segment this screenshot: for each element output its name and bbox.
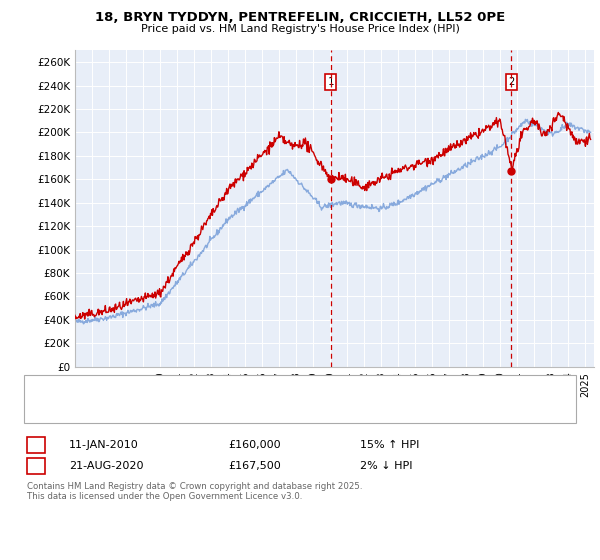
Text: 18, BRYN TYDDYN, PENTREFELIN, CRICCIETH, LL52 0PE: 18, BRYN TYDDYN, PENTREFELIN, CRICCIETH,… xyxy=(95,11,505,24)
Text: 21-AUG-2020: 21-AUG-2020 xyxy=(69,461,143,471)
Text: This data is licensed under the Open Government Licence v3.0.: This data is licensed under the Open Gov… xyxy=(27,492,302,501)
Text: £160,000: £160,000 xyxy=(228,440,281,450)
Text: 1: 1 xyxy=(328,77,334,87)
Text: 15% ↑ HPI: 15% ↑ HPI xyxy=(360,440,419,450)
Text: HPI: Average price, semi-detached house, Gwynedd: HPI: Average price, semi-detached house,… xyxy=(63,410,334,421)
Text: 18, BRYN TYDDYN, PENTREFELIN, CRICCIETH, LL52 0PE (semi-detached house): 18, BRYN TYDDYN, PENTREFELIN, CRICCIETH,… xyxy=(63,399,472,409)
Text: 2% ↓ HPI: 2% ↓ HPI xyxy=(360,461,413,471)
Text: 11-JAN-2010: 11-JAN-2010 xyxy=(69,440,139,450)
Text: 2: 2 xyxy=(508,77,514,87)
Text: Price paid vs. HM Land Registry's House Price Index (HPI): Price paid vs. HM Land Registry's House … xyxy=(140,24,460,34)
Text: Contains HM Land Registry data © Crown copyright and database right 2025.: Contains HM Land Registry data © Crown c… xyxy=(27,482,362,491)
Text: £167,500: £167,500 xyxy=(228,461,281,471)
Text: 2: 2 xyxy=(33,461,39,471)
Text: ——: —— xyxy=(36,409,61,422)
Text: 1: 1 xyxy=(33,440,39,450)
Text: ——: —— xyxy=(36,398,61,411)
